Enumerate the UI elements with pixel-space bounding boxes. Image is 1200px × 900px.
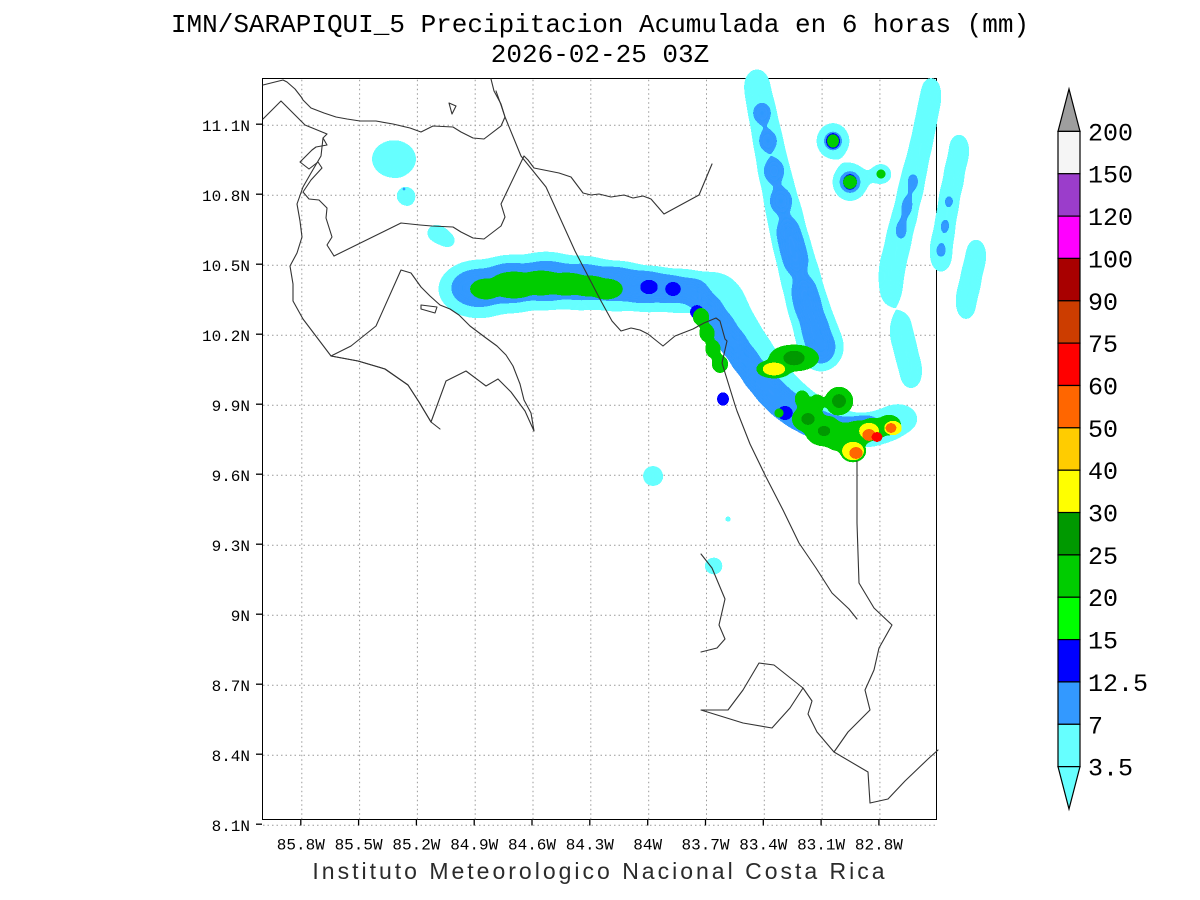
svg-text:200: 200	[1088, 119, 1133, 148]
svg-text:7: 7	[1088, 712, 1103, 741]
svg-text:83.4W: 83.4W	[739, 837, 787, 855]
svg-text:120: 120	[1088, 204, 1133, 233]
svg-text:75: 75	[1088, 331, 1118, 360]
svg-text:83.7W: 83.7W	[681, 837, 729, 855]
svg-text:9.9N: 9.9N	[212, 398, 250, 416]
svg-text:100: 100	[1088, 246, 1133, 275]
svg-text:9N: 9N	[231, 608, 250, 626]
svg-text:82.8W: 82.8W	[855, 837, 903, 855]
svg-text:84.6W: 84.6W	[508, 837, 556, 855]
svg-text:50: 50	[1088, 416, 1118, 445]
svg-text:9.6N: 9.6N	[212, 468, 250, 486]
svg-text:84.9W: 84.9W	[450, 837, 498, 855]
svg-text:30: 30	[1088, 501, 1118, 530]
svg-text:83.1W: 83.1W	[797, 837, 845, 855]
svg-text:85.8W: 85.8W	[277, 837, 325, 855]
svg-text:10.2N: 10.2N	[202, 328, 250, 346]
svg-text:15: 15	[1088, 628, 1118, 657]
svg-text:60: 60	[1088, 374, 1118, 403]
svg-text:10.5N: 10.5N	[202, 258, 250, 276]
svg-text:8.4N: 8.4N	[212, 748, 250, 766]
svg-text:25: 25	[1088, 543, 1118, 572]
svg-text:90: 90	[1088, 289, 1118, 318]
svg-text:8.1N: 8.1N	[212, 818, 250, 836]
svg-text:8.7N: 8.7N	[212, 678, 250, 696]
svg-text:150: 150	[1088, 162, 1133, 191]
svg-text:85.5W: 85.5W	[335, 837, 383, 855]
svg-text:3.5: 3.5	[1088, 755, 1133, 784]
svg-text:84.3W: 84.3W	[566, 837, 614, 855]
svg-text:84W: 84W	[633, 837, 662, 855]
svg-text:12.5: 12.5	[1088, 670, 1148, 699]
svg-text:10.8N: 10.8N	[202, 188, 250, 206]
svg-text:20: 20	[1088, 585, 1118, 614]
svg-text:11.1N: 11.1N	[202, 118, 250, 136]
svg-text:40: 40	[1088, 458, 1118, 487]
svg-text:85.2W: 85.2W	[392, 837, 440, 855]
svg-text:9.3N: 9.3N	[212, 538, 250, 556]
